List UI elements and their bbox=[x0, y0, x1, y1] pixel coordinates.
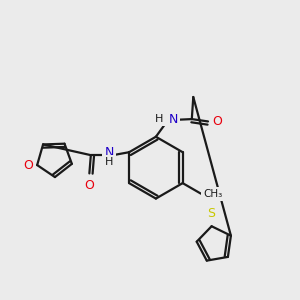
Text: O: O bbox=[213, 115, 223, 128]
Text: CH₃: CH₃ bbox=[203, 189, 223, 199]
Text: O: O bbox=[84, 179, 94, 192]
Text: N: N bbox=[169, 112, 178, 126]
Text: S: S bbox=[208, 207, 216, 220]
Text: O: O bbox=[23, 159, 33, 172]
Text: H: H bbox=[155, 114, 164, 124]
Text: H: H bbox=[105, 157, 113, 167]
Text: N: N bbox=[104, 146, 114, 159]
